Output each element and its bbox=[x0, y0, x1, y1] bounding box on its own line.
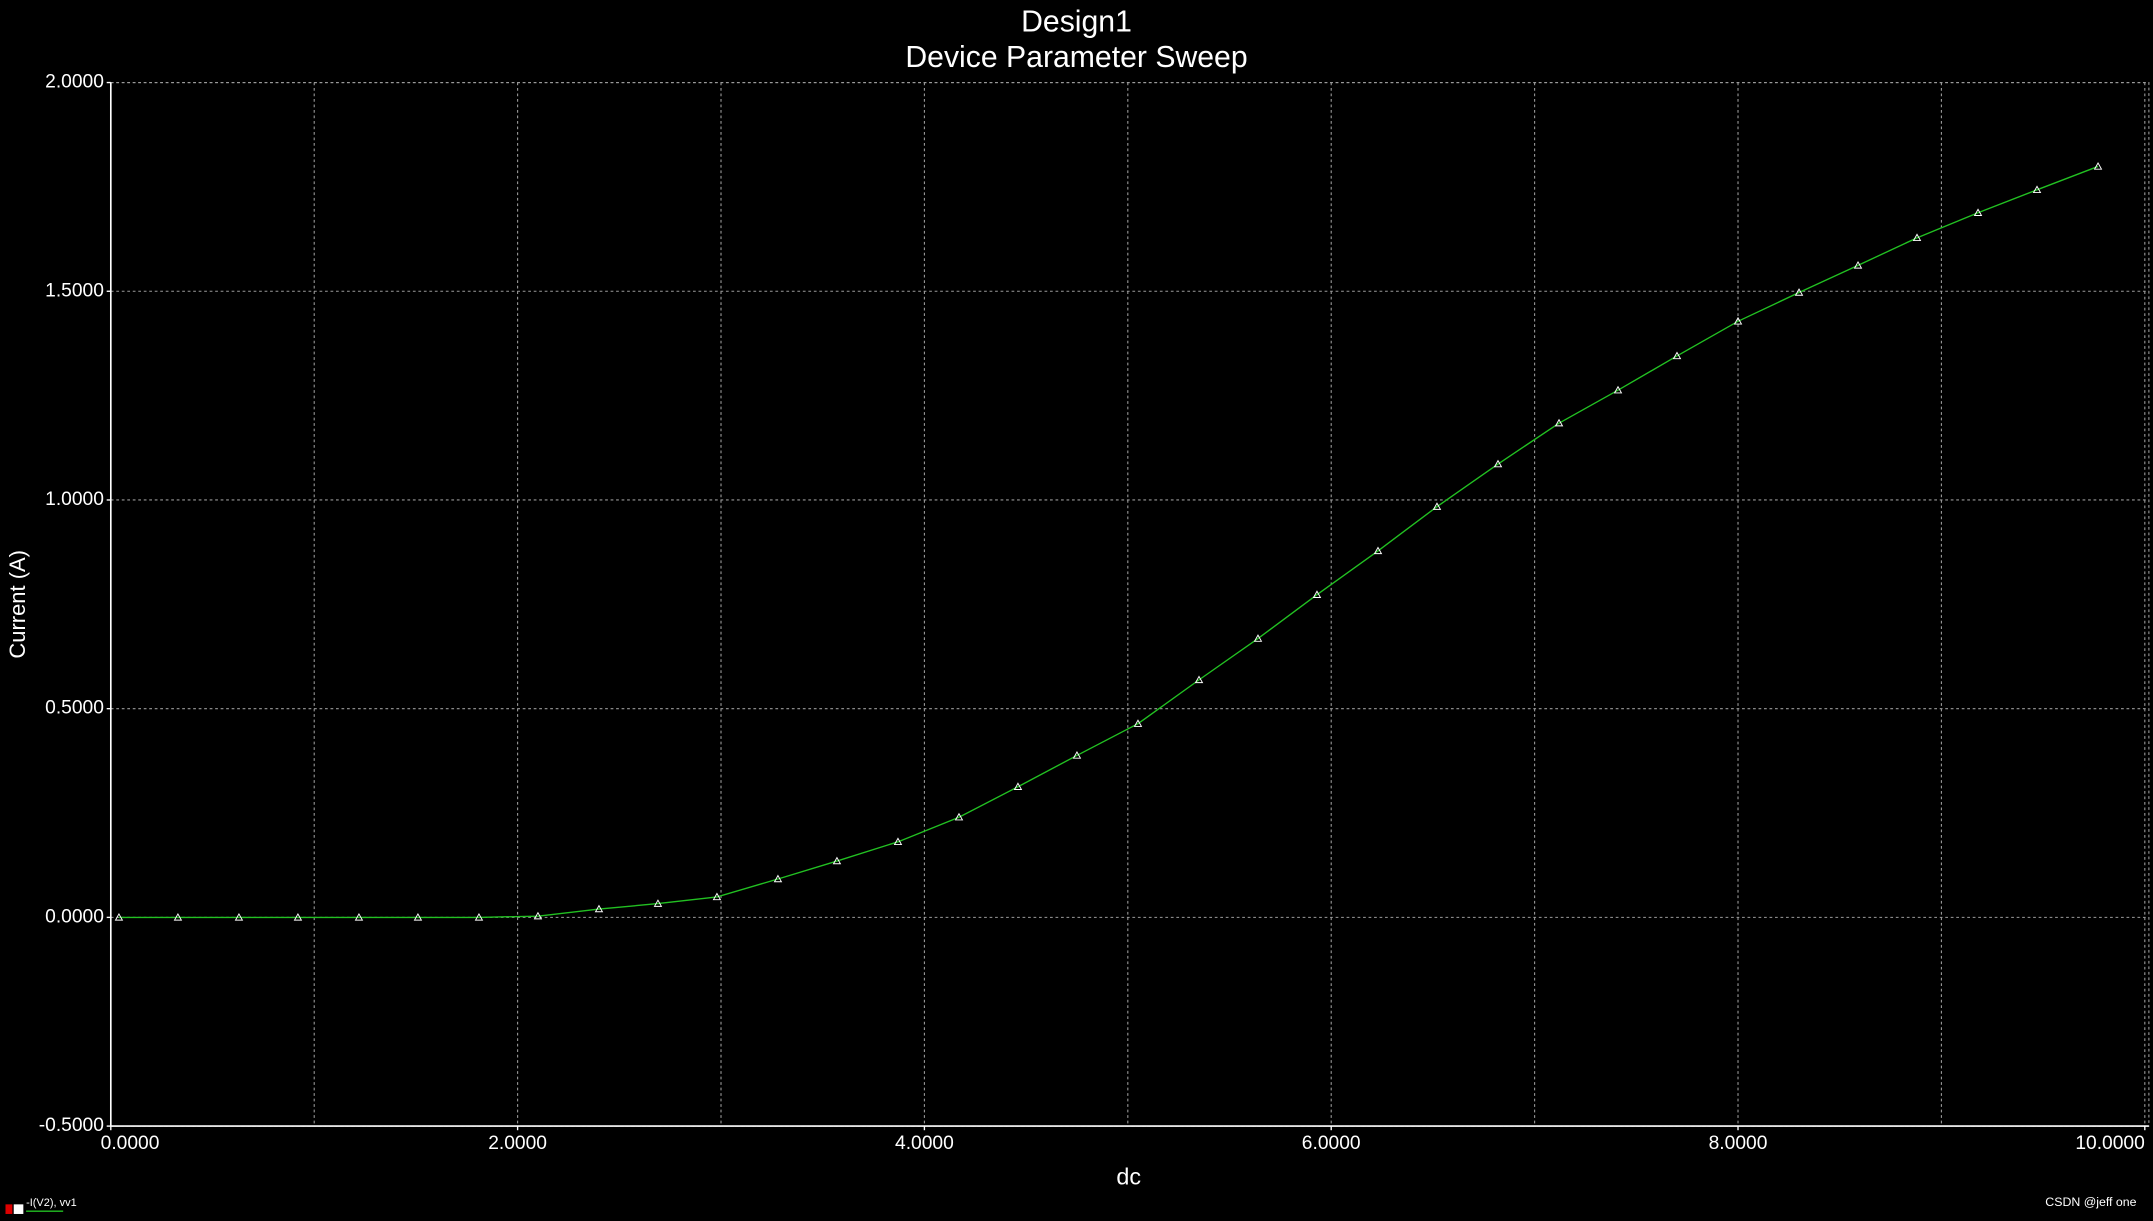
point-marker bbox=[954, 812, 964, 821]
point-marker bbox=[712, 892, 722, 901]
chart-subtitle: Device Parameter Sweep bbox=[905, 41, 1247, 74]
point-marker bbox=[773, 874, 783, 883]
point-marker bbox=[293, 912, 303, 921]
point-marker bbox=[1312, 590, 1322, 598]
point-marker bbox=[594, 904, 604, 913]
x-tick-label: 2.0000 bbox=[488, 1133, 547, 1154]
y-tick-label: 0.5000 bbox=[45, 698, 104, 719]
x-tick-label: 4.0000 bbox=[895, 1133, 954, 1154]
y-tick-label: -0.5000 bbox=[39, 1115, 104, 1136]
chart-title: Design1 bbox=[1021, 5, 1132, 38]
point-marker bbox=[1493, 459, 1503, 468]
y-tick-label: 1.5000 bbox=[45, 280, 104, 301]
y-tick-label: 1.0000 bbox=[45, 489, 104, 510]
point-marker bbox=[1672, 351, 1682, 360]
point-marker bbox=[234, 912, 244, 921]
y-tick-label: 0.0000 bbox=[45, 906, 104, 927]
point-marker bbox=[2032, 185, 2042, 194]
y-axis-label: Current (A) bbox=[5, 550, 30, 659]
point-marker bbox=[2093, 162, 2103, 170]
legend-label: -I(V2), vv1 bbox=[26, 1197, 77, 1209]
point-marker bbox=[413, 912, 423, 921]
x-tick-label: 8.0000 bbox=[1709, 1133, 1768, 1154]
point-marker bbox=[1794, 288, 1804, 296]
legend-icon bbox=[5, 1204, 13, 1214]
point-marker bbox=[832, 856, 842, 865]
point-marker bbox=[1613, 385, 1623, 394]
x-axis-label: dc bbox=[1116, 1163, 1141, 1189]
point-marker bbox=[1373, 546, 1383, 555]
point-marker bbox=[1733, 316, 1743, 325]
point-marker bbox=[114, 912, 124, 921]
point-marker bbox=[653, 899, 663, 907]
x-tick-label: 10.0000 bbox=[2075, 1133, 2144, 1154]
point-marker bbox=[1133, 719, 1143, 727]
point-marker bbox=[1912, 233, 1922, 242]
y-tick-label: 2.0000 bbox=[45, 72, 104, 93]
point-marker bbox=[893, 837, 903, 846]
point-marker bbox=[474, 912, 484, 921]
legend: -I(V2), vv1 bbox=[5, 1197, 77, 1214]
point-marker bbox=[1194, 675, 1204, 684]
watermark: CSDN @jeff one bbox=[2045, 1195, 2136, 1209]
point-marker bbox=[1253, 634, 1263, 642]
point-marker bbox=[354, 912, 364, 921]
point-marker bbox=[1072, 751, 1082, 759]
legend-checkbox[interactable] bbox=[13, 1204, 24, 1214]
point-marker bbox=[1973, 208, 1983, 217]
point-marker bbox=[1432, 502, 1442, 510]
x-tick-label: 0.0000 bbox=[101, 1133, 160, 1154]
point-marker bbox=[1013, 782, 1023, 790]
x-tick-label: 6.0000 bbox=[1302, 1133, 1361, 1154]
point-marker bbox=[1554, 418, 1564, 427]
point-marker bbox=[1853, 260, 1863, 269]
point-marker bbox=[533, 911, 543, 920]
point-marker bbox=[173, 912, 183, 921]
series-line bbox=[118, 165, 2099, 919]
